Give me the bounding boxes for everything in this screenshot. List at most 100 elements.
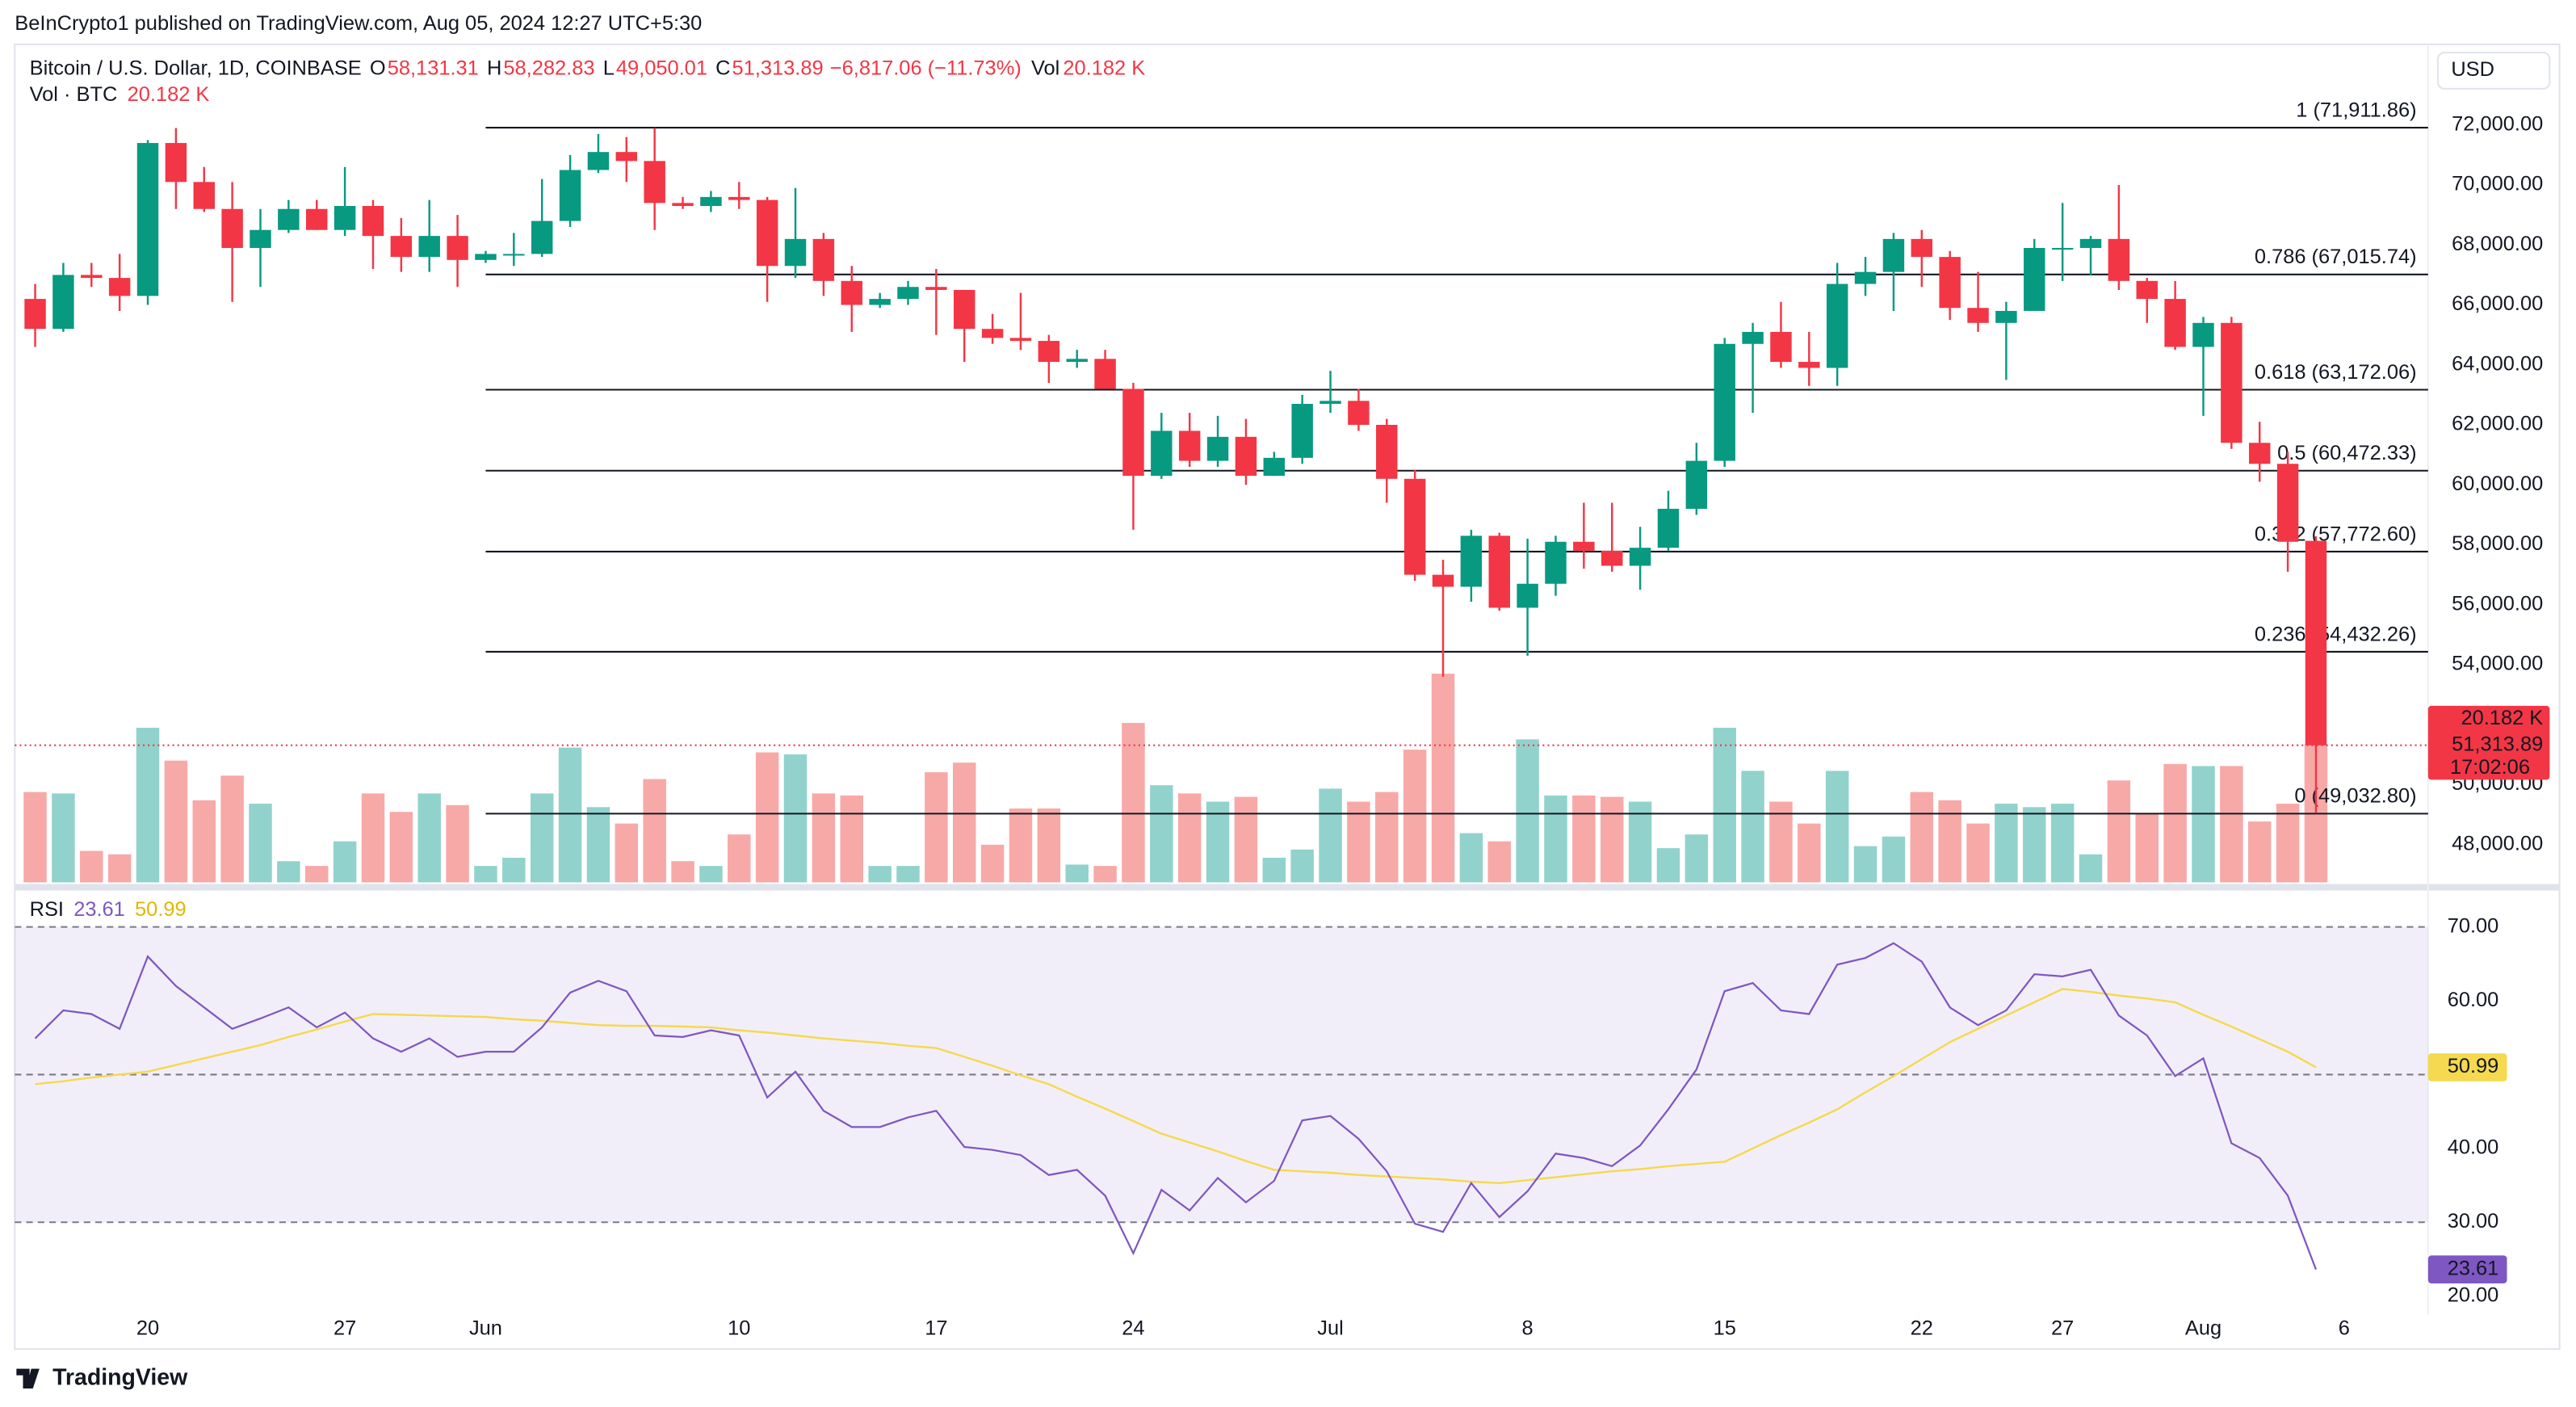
x-tick-label: 6 — [2339, 1317, 2350, 1340]
volume-bar — [1459, 833, 1483, 883]
y-tick-label: 70,000.00 — [2452, 173, 2543, 195]
volume-bar — [699, 866, 723, 883]
volume-bar — [671, 861, 694, 883]
candle-body — [784, 238, 807, 267]
candle-body — [81, 275, 103, 279]
candle-body — [306, 208, 328, 230]
volume-bar — [1769, 801, 1793, 883]
candle-body — [1995, 310, 2017, 323]
volume-bar — [2107, 780, 2131, 883]
rsi-line — [35, 988, 2317, 1185]
volume-bar — [1290, 849, 1314, 883]
candle-body — [1826, 284, 1848, 368]
volume-bar — [1798, 823, 1821, 883]
candle-body — [1009, 338, 1032, 342]
candle-body — [2221, 322, 2242, 443]
volume-bar — [277, 861, 300, 883]
x-tick-label: 24 — [1122, 1317, 1144, 1340]
volume-bar — [1938, 800, 1961, 883]
candle-body — [1178, 430, 1201, 461]
rsi-badge-label: 23.61 — [2448, 1257, 2499, 1279]
candle-body — [1206, 436, 1229, 461]
candle-body — [1151, 430, 1173, 477]
volume-bar — [1910, 792, 1934, 883]
publish-header: BeInCrypto1 published on TradingView.com… — [15, 12, 702, 35]
candle-body — [1742, 331, 1764, 344]
volume-bar — [868, 866, 892, 883]
candle-body — [1770, 331, 1792, 363]
rsi-tick-label: 60.00 — [2448, 989, 2499, 1011]
volume-bar — [220, 775, 244, 883]
ohlc-key: C — [715, 57, 730, 79]
volume-bar — [1065, 864, 1089, 883]
rsi-tick-label: 70.00 — [2448, 914, 2499, 937]
candle-body — [1319, 401, 1341, 405]
y-tick-label: 60,000.00 — [2452, 472, 2543, 495]
candle-body — [1545, 541, 1567, 584]
rsi-legend-value: 23.61 — [73, 898, 125, 921]
x-tick-label: 8 — [1522, 1317, 1533, 1340]
candle-body — [2249, 443, 2271, 464]
candle-body — [193, 182, 215, 209]
volume-badge: 20.182 K — [2461, 707, 2543, 729]
candle-body — [1517, 583, 1538, 608]
volume-bar — [136, 728, 160, 883]
volume-bar — [2276, 804, 2300, 883]
candle-body — [418, 236, 440, 258]
brand: TradingView — [52, 1364, 188, 1390]
candle-body — [250, 229, 271, 248]
rsi-title: RSI — [30, 898, 64, 921]
volume-bar — [615, 823, 639, 883]
volume-bar — [1572, 795, 1596, 883]
volume-bar — [812, 793, 836, 883]
ohlc-value: 49,050.01 — [616, 57, 707, 79]
fib-label: 0.5 (60,472.33) — [2277, 442, 2416, 464]
volume-bar — [1037, 808, 1061, 883]
candle-body — [1798, 362, 1820, 368]
candle-body — [475, 254, 497, 260]
rsi-line — [34, 942, 2318, 1270]
candle-body — [1939, 257, 1961, 309]
price-badge — [2427, 705, 2550, 780]
currency-box[interactable] — [2437, 52, 2551, 90]
candle-body — [812, 238, 835, 281]
volume-bar — [1995, 804, 2018, 883]
fib-label: 0.236 (54,432.26) — [2255, 623, 2417, 645]
volume-bar — [52, 793, 75, 883]
volume-bar — [1206, 801, 1230, 883]
volume-bar — [1347, 801, 1370, 883]
frame — [14, 43, 2561, 1350]
candle-body — [2164, 299, 2186, 347]
volume-legend: Vol · BTC 20.182 K — [30, 83, 210, 106]
volume-bar — [389, 812, 413, 883]
volume-bar — [2220, 766, 2243, 883]
candle-body — [447, 236, 468, 260]
candle-body — [756, 200, 778, 267]
candle-body — [1122, 388, 1144, 477]
volume-bar — [502, 857, 526, 883]
vol-value: 20.182 K — [1063, 57, 1145, 79]
candle-body — [869, 299, 891, 305]
volume-bar — [80, 850, 103, 883]
volume-bar — [755, 752, 779, 883]
volume-bar — [2023, 807, 2046, 883]
candle-body — [700, 196, 722, 207]
candle-body — [1263, 457, 1286, 477]
candle-body — [1235, 436, 1257, 477]
x-tick-label: 27 — [2051, 1317, 2074, 1340]
volume-bar — [1825, 771, 1849, 883]
x-tick-label: 20 — [136, 1317, 159, 1340]
brand-logo — [16, 1368, 40, 1389]
volume-bar — [361, 793, 385, 883]
rsi-badge — [2427, 1053, 2507, 1082]
volume-bar — [192, 800, 216, 883]
candle-body — [925, 287, 947, 290]
y-tick-label: 48,000.00 — [2452, 832, 2543, 855]
y-tick-label: 72,000.00 — [2452, 113, 2543, 136]
volume-bar — [1150, 785, 1173, 883]
y-tick-label: 56,000.00 — [2452, 592, 2543, 615]
rsi-tick-label: 30.00 — [2448, 1210, 2499, 1233]
x-tick-label: Aug — [2185, 1317, 2221, 1340]
candle-body — [24, 299, 46, 330]
candle-body — [1911, 238, 1933, 258]
